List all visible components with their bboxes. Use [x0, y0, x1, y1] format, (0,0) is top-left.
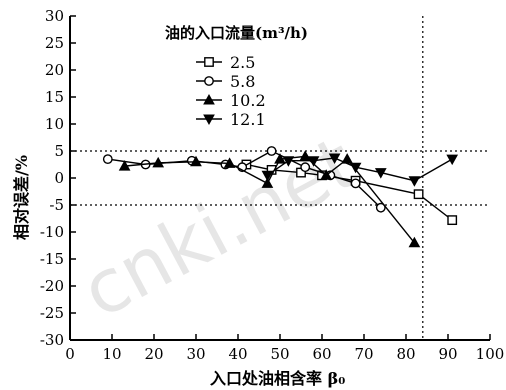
triangle-up-marker	[274, 153, 286, 164]
circle-marker	[266, 146, 277, 156]
y-tick-label: -5	[49, 196, 64, 214]
triangle-up-marker	[223, 157, 236, 168]
y-tick-label: -10	[40, 223, 64, 241]
triangle-down-marker	[261, 170, 274, 182]
x-tick-label: 40	[228, 345, 247, 363]
x-axis-title: 入口处油相含率 β₀	[210, 369, 345, 388]
y-tick-label: -15	[40, 250, 64, 268]
y-tick-label: 5	[54, 142, 64, 160]
triangle-down-marker	[328, 153, 341, 165]
reference-lines	[70, 16, 490, 340]
legend-label: 10.2	[230, 91, 266, 110]
x-tick-label: 10	[102, 345, 121, 363]
series-5.8	[102, 146, 386, 213]
x-tick-label: 80	[396, 345, 415, 363]
triangle-up-marker	[203, 93, 215, 105]
y-tick-label: -20	[40, 277, 64, 295]
triangle-down-marker	[408, 176, 421, 187]
triangle-up-marker	[408, 236, 421, 248]
y-axis-title: 相对误差/%	[12, 155, 31, 240]
circle-marker	[350, 178, 361, 189]
y-tick-label: -30	[40, 331, 64, 349]
circle-marker	[102, 154, 113, 165]
x-tick-label: 0	[65, 345, 75, 363]
square-marker	[413, 189, 424, 200]
circle-marker	[375, 202, 386, 213]
triangle-down-marker	[282, 156, 295, 167]
triangle-up-marker	[152, 156, 165, 168]
y-tick-label: 10	[45, 115, 64, 133]
triangle-up-marker	[320, 169, 333, 180]
x-tick-label: 90	[438, 345, 457, 363]
y-tick-label: 20	[45, 61, 64, 79]
triangle-down-marker	[307, 156, 320, 167]
circle-marker	[300, 162, 311, 173]
watermark: cnki.net	[68, 120, 370, 335]
series-layer	[102, 146, 459, 248]
triangle-down-marker	[349, 162, 362, 174]
x-tick-label: 30	[186, 345, 205, 363]
triangle-up-marker	[261, 177, 274, 188]
triangle-up-marker	[190, 155, 202, 167]
legend-label: 12.1	[230, 110, 266, 129]
triangle-down-marker	[374, 168, 387, 179]
x-tick-label: 50	[270, 345, 289, 363]
y-tick-label: 25	[45, 34, 64, 52]
x-tick-label: 60	[312, 345, 331, 363]
series-12.1	[261, 153, 459, 187]
x-tick-label: 20	[144, 345, 163, 363]
square-marker	[204, 57, 214, 67]
triangle-down-marker	[203, 114, 215, 126]
y-tick-label: 15	[45, 88, 64, 106]
legend-title: 油的入口流量(m³/h)	[165, 24, 308, 42]
legend-label: 2.5	[230, 53, 255, 72]
circle-marker	[204, 76, 214, 86]
triangle-down-marker	[446, 154, 459, 166]
y-tick-label: 0	[54, 169, 64, 187]
y-tick-label: -25	[40, 304, 64, 322]
series-line	[267, 157, 453, 182]
x-tick-label: 100	[476, 345, 505, 363]
legend: 油的入口流量(m³/h) 2.55.810.212.1	[165, 24, 308, 129]
square-marker	[447, 215, 458, 226]
legend-label: 5.8	[230, 72, 255, 91]
x-tick-label: 70	[354, 345, 373, 363]
y-tick-label: 30	[45, 7, 64, 25]
triangle-up-marker	[118, 160, 131, 171]
axis-ticks: 0 10 20 30 40 50 60 70 80 90 100302520151050-5-10-…	[40, 7, 504, 363]
